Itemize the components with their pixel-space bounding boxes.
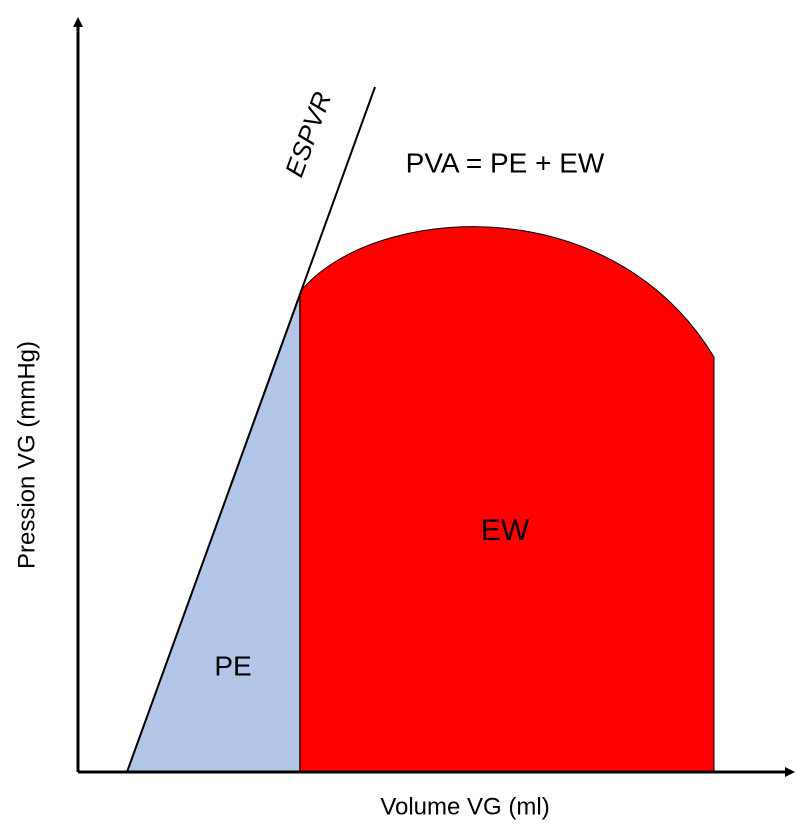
- espvr-line: [126, 86, 376, 773]
- x-axis-label: Volume VG (ml): [380, 793, 549, 820]
- equation: PVA = PE + EW: [406, 147, 605, 178]
- ew-label: EW: [481, 514, 530, 547]
- pe-label: PE: [214, 650, 251, 681]
- ew-area: [299, 226, 715, 773]
- y-axis-label: Pression VG (mmHg): [13, 341, 40, 569]
- espvr-label: ESPVR: [279, 88, 337, 181]
